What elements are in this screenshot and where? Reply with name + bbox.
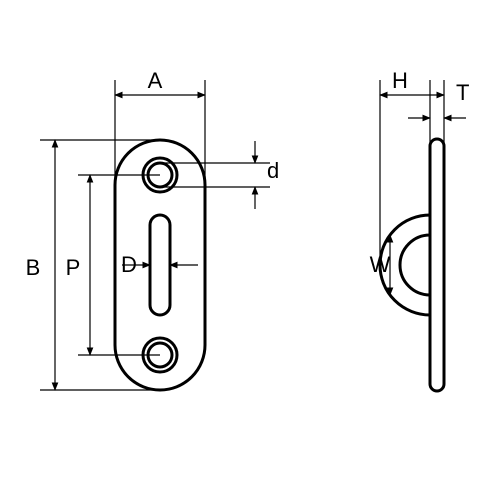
svg-text:D: D bbox=[121, 252, 137, 277]
svg-text:B: B bbox=[26, 255, 41, 280]
svg-text:W: W bbox=[370, 252, 391, 277]
svg-text:P: P bbox=[66, 255, 81, 280]
svg-text:H: H bbox=[392, 68, 408, 93]
svg-text:A: A bbox=[148, 68, 163, 93]
technical-drawing: A BPd D H T W bbox=[0, 0, 500, 500]
svg-text:T: T bbox=[456, 80, 469, 105]
svg-text:d: d bbox=[267, 158, 279, 183]
